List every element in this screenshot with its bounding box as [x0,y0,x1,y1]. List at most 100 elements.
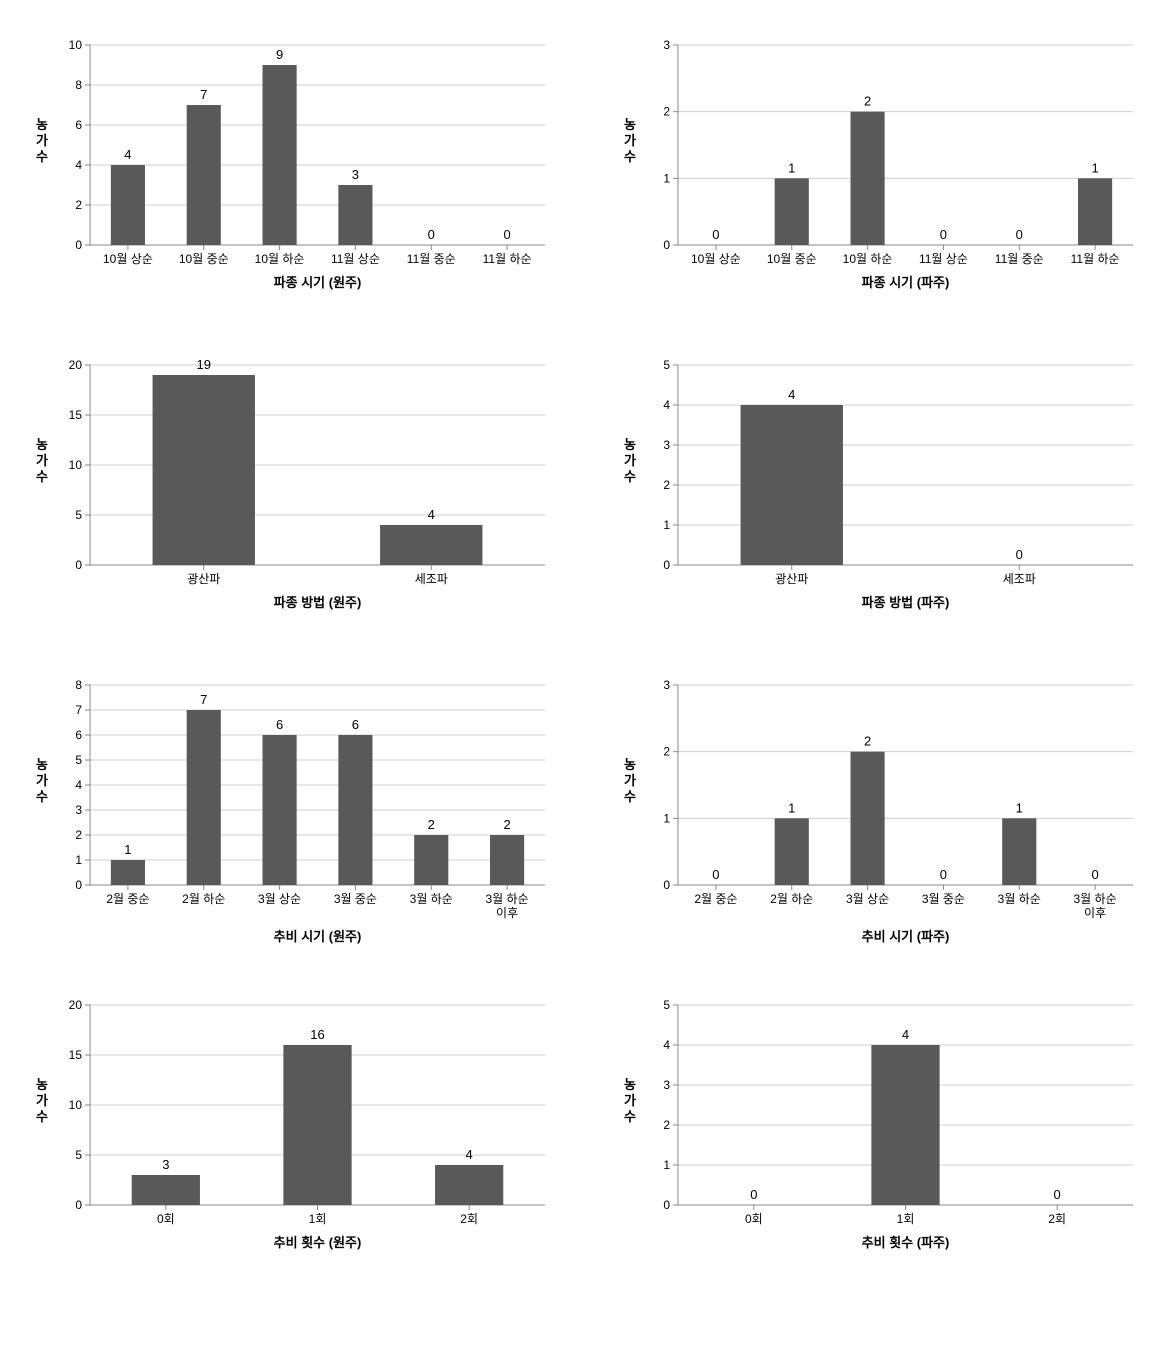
y-axis-label-char: 수 [624,789,636,804]
bar [132,1175,200,1205]
y-axis-label-char: 수 [624,469,636,484]
x-tick-label: 3월 하순 [1073,892,1116,906]
chart-chart5: 012302월 중순12월 하순23월 상순03월 중순13월 하순03월 하순… [608,660,1156,950]
x-tick-label: 광산파 [187,572,220,586]
y-tick-label: 3 [663,438,670,452]
y-tick-label: 20 [69,998,83,1012]
y-tick-label: 7 [75,703,82,717]
y-axis-label-char: 가 [36,453,48,468]
x-axis-title: 파종 시기 (파주) [861,275,949,290]
x-axis-title: 추비 시기 (파주) [861,929,949,944]
bar-value-label: 0 [939,227,946,242]
bar-value-label: 1 [788,160,795,175]
bar [490,835,524,885]
x-tick-label: 11월 상순 [331,252,380,266]
y-axis-label-char: 가 [36,133,48,148]
x-tick-label: 11월 상순 [918,252,967,266]
bar-value-label: 2 [428,817,435,832]
bar-value-label: 3 [352,167,359,182]
y-axis-label-char: 농 [36,1077,48,1092]
y-axis-label-char: 가 [624,1093,636,1108]
x-tick-label: 3월 중순 [921,892,964,906]
y-axis-label-char: 농 [624,1077,636,1092]
bar-value-label: 4 [901,1027,908,1042]
x-tick-label: 10월 상순 [103,252,153,266]
chart-chart6: 0510152030회161회42회추비 횟수 (원주)농가수 [20,980,568,1270]
bar [850,752,884,885]
bar-value-label: 1 [1015,800,1022,815]
x-tick-label: 2회 [460,1212,478,1226]
y-tick-label: 10 [69,458,83,472]
bar [263,65,297,245]
x-axis-title: 파종 방법 (원주) [274,595,362,610]
x-tick-label: 10월 하순 [842,252,892,266]
x-tick-label: 이후 [496,906,518,920]
bar-value-label: 6 [276,717,283,732]
bar [850,112,884,245]
x-tick-label: 2월 중순 [106,892,149,906]
y-axis-label-char: 농 [36,437,48,452]
bar-value-label: 0 [1091,867,1098,882]
bar-value-label: 4 [466,1147,473,1162]
bar [338,735,372,885]
y-tick-label: 10 [69,38,83,52]
bar-value-label: 2 [863,734,870,749]
bar [263,735,297,885]
y-axis-label-char: 농 [36,117,48,132]
bar-value-label: 6 [352,717,359,732]
y-tick-label: 0 [663,878,670,892]
bar [774,818,808,885]
x-tick-label: 10월 중순 [766,252,816,266]
y-tick-label: 1 [663,171,670,185]
bar-value-label: 2 [863,94,870,109]
x-tick-label: 11월 하순 [1070,252,1119,266]
bar [414,835,448,885]
y-tick-label: 1 [663,811,670,825]
y-tick-label: 5 [663,998,670,1012]
chart-chart4: 01234567812월 중순72월 하순63월 상순63월 중순23월 하순2… [20,660,568,950]
bar-value-label: 7 [200,87,207,102]
y-axis-label-char: 수 [36,469,48,484]
y-tick-label: 1 [663,1158,670,1172]
x-tick-label: 11월 중순 [994,252,1043,266]
x-tick-label: 10월 중순 [179,252,229,266]
y-tick-label: 3 [663,1078,670,1092]
y-tick-label: 10 [69,1098,83,1112]
y-tick-label: 20 [69,358,83,372]
bar-value-label: 1 [788,800,795,815]
y-axis-label-char: 가 [36,773,48,788]
bar-value-label: 7 [200,692,207,707]
y-tick-label: 4 [663,398,670,412]
bar [1002,818,1036,885]
bar-value-label: 0 [712,227,719,242]
y-axis-label-char: 수 [36,789,48,804]
x-tick-label: 3월 하순 [997,892,1040,906]
bar-value-label: 1 [124,842,131,857]
y-tick-label: 4 [663,1038,670,1052]
bar [153,375,255,565]
x-tick-label: 이후 [1084,906,1106,920]
y-tick-label: 15 [69,408,83,422]
bar [740,405,842,565]
x-tick-label: 0회 [157,1212,175,1226]
y-axis-label-char: 수 [624,1109,636,1124]
y-tick-label: 2 [663,1118,670,1132]
bar [187,710,221,885]
x-axis-title: 파종 시기 (원주) [274,275,362,290]
y-tick-label: 5 [663,358,670,372]
x-tick-label: 3월 상순 [258,892,301,906]
bar-value-label: 0 [1015,227,1022,242]
x-tick-label: 10월 하순 [255,252,305,266]
y-axis-label-char: 가 [36,1093,48,1108]
chart-chart2: 0510152019광산파4세조파파종 방법 (원주)농가수 [20,340,568,630]
y-axis-label-char: 농 [36,757,48,772]
y-tick-label: 3 [663,38,670,52]
bar [111,165,145,245]
x-tick-label: 0회 [744,1212,762,1226]
bar [338,185,372,245]
bar-value-label: 0 [1015,547,1022,562]
bar-value-label: 9 [276,47,283,62]
bar [774,178,808,245]
y-axis-label-char: 가 [624,773,636,788]
chart-chart3: 0123454광산파0세조파파종 방법 (파주)농가수 [608,340,1156,630]
